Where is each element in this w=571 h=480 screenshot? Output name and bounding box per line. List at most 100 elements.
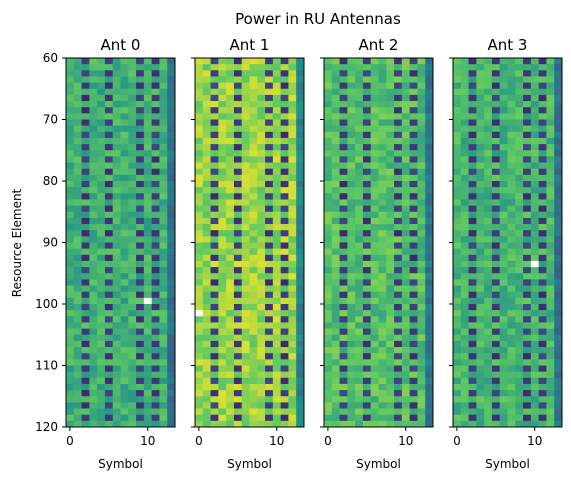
heat-cell: [265, 242, 274, 250]
heat-cell: [546, 260, 555, 268]
heat-cell: [81, 224, 90, 231]
heat-cell: [425, 217, 434, 225]
heat-cell: [347, 230, 356, 237]
heat-cell: [89, 334, 98, 342]
heat-cell: [484, 347, 493, 354]
heat-cell: [218, 304, 227, 311]
heat-cell: [355, 267, 364, 274]
heat-cell: [218, 199, 227, 206]
heat-cell: [530, 248, 540, 256]
heat-cell: [272, 242, 282, 250]
heat-cell: [331, 187, 340, 194]
heat-cell: [468, 236, 477, 243]
heat-cell: [159, 113, 168, 120]
heat-cell: [394, 125, 403, 133]
heat-cell: [128, 131, 137, 139]
heat-cell: [530, 205, 540, 213]
heat-cell: [97, 383, 106, 391]
heat-cell: [507, 70, 516, 77]
heat-cell: [89, 187, 98, 194]
heat-cell: [370, 359, 379, 366]
heat-cell: [460, 113, 469, 120]
heat-cell: [233, 76, 243, 83]
heat-cell: [523, 365, 532, 373]
heat-cell: [530, 254, 540, 262]
heat-cell: [417, 137, 426, 145]
heat-cell: [151, 58, 160, 65]
heat-cell: [241, 279, 250, 286]
heat-cell: [425, 371, 434, 379]
heat-cell: [265, 328, 274, 336]
heat-cell: [484, 279, 493, 286]
heat-cell: [210, 279, 219, 286]
heat-cell: [468, 383, 477, 391]
heat-cell: [249, 383, 258, 391]
heat-cell: [257, 273, 266, 280]
heat-cell: [499, 137, 508, 145]
heat-cell: [226, 297, 235, 305]
heat-cell: [136, 224, 145, 231]
heat-cell: [355, 291, 364, 299]
heat-cell: [128, 316, 137, 323]
heat-cell: [546, 242, 555, 250]
heat-cell: [97, 94, 106, 102]
heat-cell: [476, 181, 485, 188]
heat-cell: [143, 377, 153, 385]
heat-cell: [331, 236, 340, 243]
heat-cell: [210, 340, 219, 348]
heat-cell: [288, 101, 297, 108]
heat-cell: [347, 224, 356, 231]
heat-cell: [538, 328, 547, 336]
heat-cell: [339, 396, 348, 403]
heat-cell: [507, 267, 516, 274]
heat-cell: [249, 125, 258, 133]
heat-cell: [128, 420, 137, 428]
heat-cell: [241, 76, 250, 83]
heat-cell: [409, 279, 418, 286]
heat-cell: [324, 328, 333, 336]
heat-cell: [249, 390, 258, 397]
heat-cell: [331, 156, 340, 163]
heat-cell: [468, 420, 477, 428]
heat-cell: [538, 371, 547, 379]
heat-cell: [417, 101, 426, 108]
heat-cell: [257, 113, 266, 120]
heat-cell: [136, 181, 145, 188]
heat-cell: [272, 88, 282, 96]
heat-cell: [507, 236, 516, 243]
heat-cell: [288, 70, 297, 77]
heat-cell: [355, 181, 364, 188]
heat-cell: [136, 297, 145, 305]
heat-cell: [362, 248, 372, 256]
heat-cell: [484, 316, 493, 323]
heat-cell: [417, 125, 426, 133]
heat-cell: [202, 347, 211, 354]
heat-cell: [538, 70, 547, 77]
heat-cell: [554, 340, 563, 348]
heat-cell: [386, 193, 395, 200]
heat-cell: [362, 322, 372, 329]
heat-cell: [159, 217, 168, 225]
heat-cell: [409, 217, 418, 225]
heat-cell: [226, 217, 235, 225]
heat-cell: [143, 414, 153, 422]
heat-cell: [484, 119, 493, 127]
heat-cell: [210, 156, 219, 163]
heat-cell: [507, 248, 516, 256]
heat-cell: [507, 347, 516, 354]
heat-cell: [476, 187, 485, 194]
heat-cell: [515, 420, 524, 428]
heat-cell: [386, 181, 395, 188]
heat-cell: [112, 353, 121, 360]
heat-cell: [530, 297, 540, 305]
heat-cell: [538, 316, 547, 323]
heat-cell: [288, 408, 297, 416]
heat-cell: [394, 260, 403, 268]
heat-cell: [538, 260, 547, 268]
heat-cell: [409, 340, 418, 348]
heat-cell: [362, 193, 372, 200]
heat-cell: [159, 187, 168, 194]
heat-cell: [272, 70, 282, 77]
heat-cell: [370, 162, 379, 170]
heat-cell: [554, 113, 563, 120]
